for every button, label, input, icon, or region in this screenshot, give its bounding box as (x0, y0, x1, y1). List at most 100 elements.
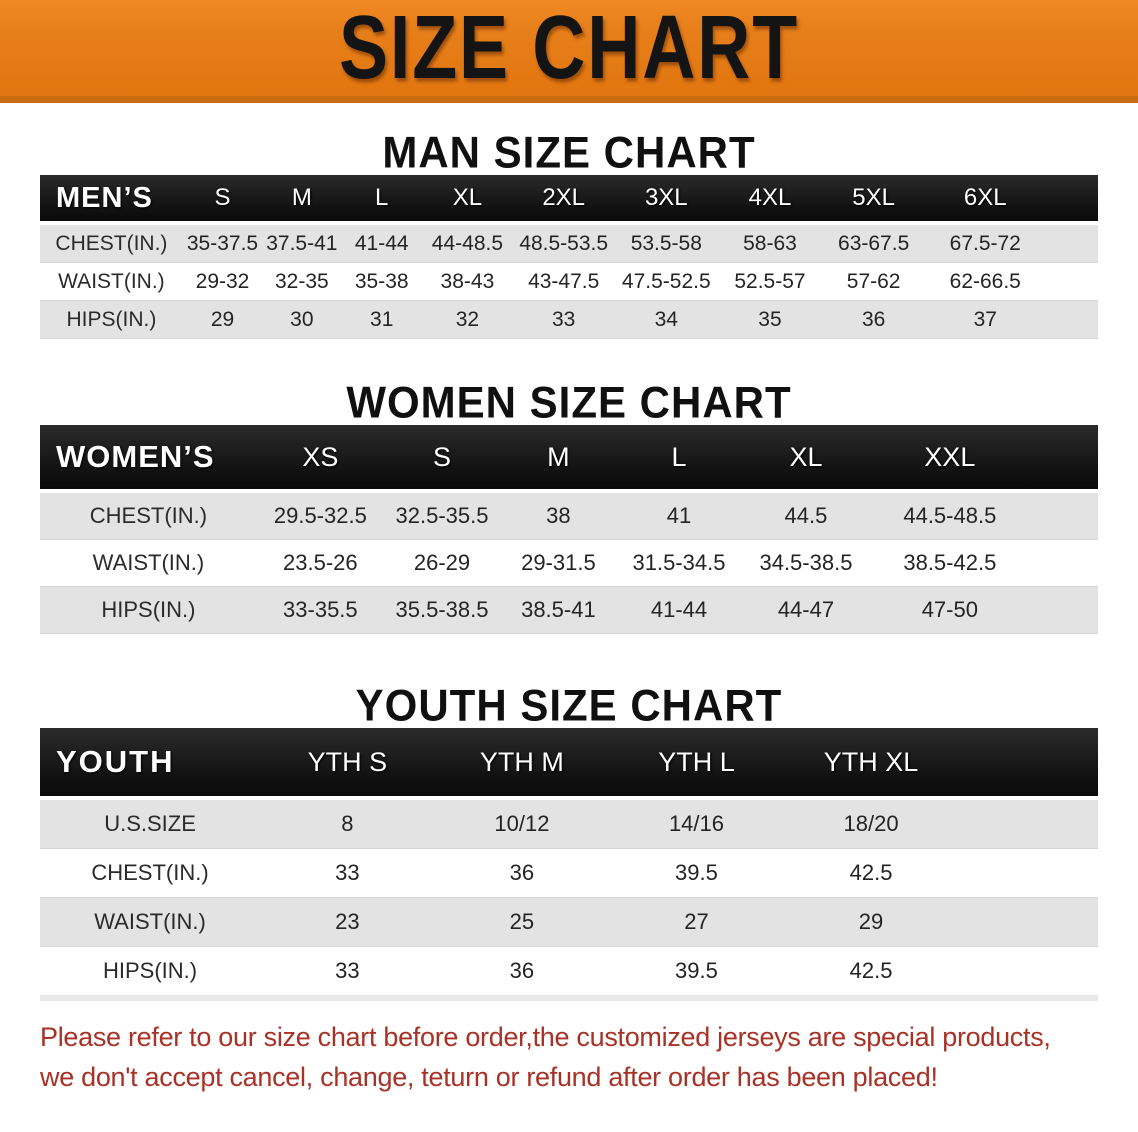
size-value: 33 (260, 946, 435, 999)
size-column-header: 2XL (512, 175, 615, 225)
size-value: 38 (500, 491, 617, 540)
size-value: 23 (260, 897, 435, 947)
size-column-header: L (616, 425, 742, 493)
size-value: 31.5-34.5 (616, 539, 742, 587)
size-value: 33 (512, 300, 615, 339)
cell-filler (1029, 539, 1098, 587)
size-value: 29 (182, 300, 263, 339)
table-row: HIPS(IN.) 33 36 39.5 42.5 (40, 946, 1098, 999)
size-column-header: YTH S (260, 728, 435, 800)
womens-size-table: WOMEN’S XS S M L XL XXL CHEST(IN.) 29.5-32.5 32.5… (40, 425, 1098, 634)
size-value: 32-35 (262, 262, 342, 301)
size-column-header: M (262, 175, 342, 225)
cell-filler (958, 798, 1098, 849)
size-value: 58-63 (718, 223, 822, 263)
size-value: 27 (609, 897, 784, 947)
size-value: 38.5-42.5 (870, 539, 1030, 587)
size-value: 29 (783, 897, 959, 947)
table-row: WAIST(IN.) 23.5-26 26-29 29-31.5 31.5-34.5 34… (40, 539, 1098, 587)
size-value: 44.5 (741, 491, 871, 540)
size-value: 41-44 (341, 223, 422, 263)
row-label: U.S.SIZE (40, 798, 261, 849)
table-row: CHEST(IN.) 29.5-32.5 32.5-35.5 38 41 44.5 44.5… (40, 491, 1098, 540)
size-column-header: L (341, 175, 422, 225)
row-label: CHEST(IN.) (40, 223, 183, 263)
size-value: 62-66.5 (925, 262, 1046, 301)
size-value: 36 (821, 300, 926, 339)
row-label: WAIST(IN.) (40, 262, 183, 301)
size-value: 34 (614, 300, 719, 339)
size-value: 37.5-41 (262, 223, 342, 263)
size-value: 23.5-26 (256, 539, 384, 587)
size-value: 44-48.5 (421, 223, 513, 263)
size-value: 63-67.5 (821, 223, 926, 263)
size-value: 35-38 (341, 262, 422, 301)
size-value: 44.5-48.5 (870, 491, 1030, 540)
women-section-title: WOMEN SIZE CHART (346, 377, 792, 427)
cell-filler (1045, 223, 1098, 263)
size-value: 43-47.5 (512, 262, 615, 301)
size-value: 37 (925, 300, 1046, 339)
row-label: CHEST(IN.) (40, 848, 261, 898)
size-value: 8 (260, 798, 435, 849)
size-value: 48.5-53.5 (512, 223, 615, 263)
disclaimer-line-1: Please refer to our size chart before or… (40, 1022, 1051, 1052)
size-value: 29-32 (182, 262, 263, 301)
size-column-header: XXL (870, 425, 1030, 493)
size-value: 30 (262, 300, 342, 339)
mens-size-table: MEN’S S M L XL 2XL 3XL 4XL 5XL 6XL CHEST(IN.) 35-37… (40, 175, 1098, 339)
table-header-row: WOMEN’S XS S M L XL XXL (40, 425, 1098, 493)
table-row: WAIST(IN.) 23 25 27 29 (40, 897, 1098, 947)
row-label: HIPS(IN.) (40, 946, 261, 999)
size-column-header: 6XL (925, 175, 1046, 225)
size-value: 35.5-38.5 (383, 586, 501, 634)
table-row: CHEST(IN.) 33 36 39.5 42.5 (40, 848, 1098, 898)
size-column-header: 3XL (614, 175, 719, 225)
row-label: HIPS(IN.) (40, 300, 183, 339)
row-label: WAIST(IN.) (40, 897, 261, 947)
table-row: CHEST(IN.) 35-37.5 37.5-41 41-44 44-48.5 48.5… (40, 223, 1098, 263)
banner: SIZE CHART (0, 0, 1138, 103)
size-column-header: M (500, 425, 617, 493)
row-label: HIPS(IN.) (40, 586, 257, 634)
cell-filler (1029, 491, 1098, 540)
size-value: 32.5-35.5 (383, 491, 501, 540)
size-value: 36 (434, 848, 610, 898)
cell-filler (1029, 586, 1098, 634)
size-value: 42.5 (783, 848, 959, 898)
table-header-row: MEN’S S M L XL 2XL 3XL 4XL 5XL 6XL (40, 175, 1098, 225)
youth-size-table: YOUTH YTH S YTH M YTH L YTH XL U.S.SIZE 8 10/12… (40, 728, 1098, 1001)
cell-filler (958, 848, 1098, 898)
size-value: 67.5-72 (925, 223, 1046, 263)
size-value: 31 (341, 300, 422, 339)
size-column-header: 5XL (821, 175, 926, 225)
size-value: 41 (616, 491, 742, 540)
table-row: WAIST(IN.) 29-32 32-35 35-38 38-43 43-47.5 47.… (40, 262, 1098, 301)
row-label: WAIST(IN.) (40, 539, 257, 587)
size-column-header: S (383, 425, 501, 493)
table-corner-label: MEN’S (40, 175, 183, 225)
size-value: 29.5-32.5 (256, 491, 384, 540)
size-column-header: XL (421, 175, 513, 225)
size-value: 38-43 (421, 262, 513, 301)
cell-filler (958, 946, 1098, 999)
size-column-header: XL (741, 425, 871, 493)
size-value: 18/20 (783, 798, 959, 849)
size-value: 42.5 (783, 946, 959, 999)
size-column-header: 4XL (718, 175, 822, 225)
cell-filler (1045, 300, 1098, 339)
size-value: 35-37.5 (182, 223, 263, 263)
size-value: 47.5-52.5 (614, 262, 719, 301)
size-column-header: XS (256, 425, 384, 493)
size-value: 39.5 (609, 946, 784, 999)
cell-filler (1045, 262, 1098, 301)
table-row: U.S.SIZE 8 10/12 14/16 18/20 (40, 798, 1098, 849)
size-value: 32 (421, 300, 513, 339)
size-column-header: YTH L (609, 728, 784, 800)
size-value: 39.5 (609, 848, 784, 898)
size-value: 53.5-58 (614, 223, 719, 263)
size-value: 35 (718, 300, 822, 339)
size-value: 38.5-41 (500, 586, 617, 634)
table-row: HIPS(IN.) 29 30 31 32 33 34 35 36 37 (40, 300, 1098, 339)
size-value: 29-31.5 (500, 539, 617, 587)
